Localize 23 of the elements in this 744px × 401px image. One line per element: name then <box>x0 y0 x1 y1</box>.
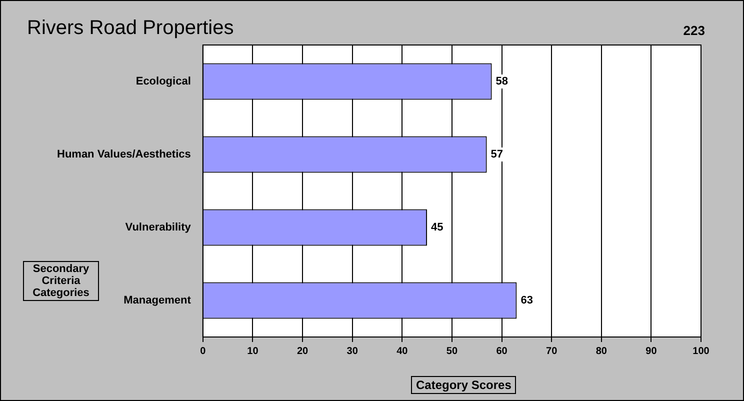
y-tick-label: Ecological <box>136 76 191 88</box>
x-tick-label: 90 <box>646 346 658 357</box>
x-tick-label: 50 <box>446 346 458 357</box>
chart-title: Rivers Road Properties <box>27 17 234 40</box>
x-tick-label: 70 <box>546 346 558 357</box>
x-tick-label: 60 <box>496 346 508 357</box>
data-label: 63 <box>520 294 533 307</box>
x-tick-label: 10 <box>247 346 259 357</box>
x-tick-label: 80 <box>596 346 608 357</box>
x-tick-label: 40 <box>396 346 408 357</box>
x-tick-label: 0 <box>200 346 206 357</box>
x-tick-label: 20 <box>296 346 309 357</box>
data-label: 57 <box>490 148 504 161</box>
y-tick-label: Management <box>124 294 192 307</box>
y-tick-label: Human Values/Aesthetics <box>56 148 191 161</box>
text: 223 <box>683 23 705 38</box>
x-axis-title: Category Scores <box>411 376 516 394</box>
x-tick-label: 100 <box>692 346 710 357</box>
data-label: 58 <box>496 76 508 88</box>
y-tick-label: Vulnerability <box>125 222 192 234</box>
x-tick-label: 30 <box>346 346 358 357</box>
data-label: 45 <box>431 222 444 234</box>
y-axis-title: Secondary Criteria Categories <box>23 261 99 301</box>
